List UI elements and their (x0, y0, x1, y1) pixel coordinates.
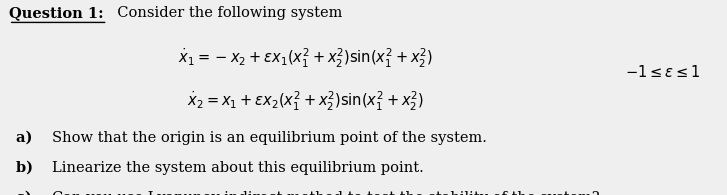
Text: a): a) (16, 131, 43, 145)
Text: $\dot{x}_2 = x_1 + \varepsilon x_2(x_1^2 + x_2^2)\sin(x_1^2 + x_2^2)$: $\dot{x}_2 = x_1 + \varepsilon x_2(x_1^2… (187, 90, 424, 113)
Text: Consider the following system: Consider the following system (108, 6, 342, 20)
Text: c): c) (16, 191, 42, 195)
Text: Show that the origin is an equilibrium point of the system.: Show that the origin is an equilibrium p… (52, 131, 487, 145)
Text: $\dot{x}_1 = -x_2 + \varepsilon x_1(x_1^2 + x_2^2)\sin(x_1^2 + x_2^2)$: $\dot{x}_1 = -x_2 + \varepsilon x_1(x_1^… (178, 47, 433, 70)
Text: Linearize the system about this equilibrium point.: Linearize the system about this equilibr… (52, 161, 424, 175)
Text: Can you use Lyapunov indirect method to test the stability of the system?: Can you use Lyapunov indirect method to … (52, 191, 600, 195)
Text: $-1 \leq \varepsilon \leq 1$: $-1 \leq \varepsilon \leq 1$ (625, 64, 701, 80)
Text: Question 1:: Question 1: (9, 6, 103, 20)
Text: b): b) (16, 161, 43, 175)
